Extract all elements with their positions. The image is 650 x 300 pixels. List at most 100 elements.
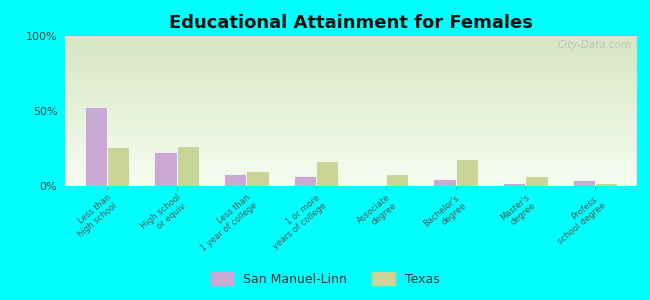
Bar	[573, 180, 595, 186]
Bar	[65, 21, 637, 171]
Bar	[65, 9, 637, 159]
Bar	[595, 183, 617, 186]
Bar	[65, 0, 637, 45]
Bar	[65, 0, 637, 100]
Bar	[84, 106, 107, 186]
Bar	[65, 0, 637, 74]
Bar	[65, 0, 637, 64]
Bar	[525, 176, 548, 186]
Bar	[65, 0, 637, 58]
Bar	[107, 147, 129, 186]
Bar	[65, 0, 637, 38]
Bar	[65, 0, 637, 103]
Bar	[65, 0, 637, 150]
Bar	[65, 0, 637, 56]
Bar	[65, 0, 637, 134]
Bar	[65, 18, 637, 168]
Bar	[65, 0, 637, 76]
Bar	[65, 0, 637, 96]
Bar	[65, 8, 637, 158]
Bar	[65, 34, 637, 184]
Bar	[65, 2, 637, 152]
Bar	[434, 178, 456, 186]
Bar	[65, 0, 637, 129]
Bar	[65, 30, 637, 180]
Bar	[65, 0, 637, 102]
Bar	[65, 0, 637, 147]
Bar	[65, 0, 637, 142]
Bar	[65, 0, 637, 50]
Bar	[65, 0, 637, 128]
Bar	[65, 6, 637, 156]
Bar	[65, 0, 637, 117]
Bar	[65, 0, 637, 42]
Bar	[65, 0, 637, 118]
Bar	[177, 146, 199, 186]
Bar	[65, 0, 637, 52]
Bar	[65, 0, 637, 84]
Bar	[65, 0, 637, 54]
Bar	[154, 152, 177, 186]
Bar	[65, 0, 637, 78]
Bar	[65, 0, 637, 144]
Bar	[65, 0, 637, 138]
Bar	[65, 0, 637, 66]
Bar	[65, 0, 637, 108]
Bar	[65, 15, 637, 165]
Bar	[65, 11, 637, 160]
Bar	[65, 0, 637, 92]
Bar	[65, 0, 637, 98]
Bar	[65, 0, 637, 39]
Bar	[65, 0, 637, 93]
Bar	[65, 22, 637, 172]
Bar	[65, 0, 637, 81]
Bar	[65, 0, 637, 48]
Bar	[65, 12, 637, 162]
Bar	[65, 0, 637, 99]
Bar	[65, 16, 637, 166]
Bar	[65, 0, 637, 110]
Bar	[65, 3, 637, 153]
Bar	[65, 0, 637, 57]
Bar	[65, 26, 637, 175]
Bar	[65, 0, 637, 120]
Title: Educational Attainment for Females: Educational Attainment for Females	[169, 14, 533, 32]
Bar	[65, 0, 637, 112]
Bar	[65, 0, 637, 111]
Bar	[65, 0, 637, 40]
Bar	[65, 0, 637, 123]
Bar	[65, 0, 637, 116]
Bar	[65, 0, 637, 140]
Bar	[65, 0, 637, 46]
Bar	[65, 0, 637, 130]
Bar	[65, 0, 637, 124]
Bar	[65, 32, 637, 182]
Bar	[65, 0, 637, 148]
Bar	[294, 176, 316, 186]
Bar	[65, 0, 637, 44]
Bar	[65, 24, 637, 174]
Bar	[65, 20, 637, 169]
Text: City-Data.com: City-Data.com	[557, 40, 631, 50]
Bar	[65, 0, 637, 105]
Bar	[65, 0, 637, 75]
Bar	[456, 159, 478, 186]
Bar	[65, 0, 637, 146]
Bar	[65, 0, 637, 141]
Legend: San Manuel-Linn, Texas: San Manuel-Linn, Texas	[205, 267, 445, 291]
Bar	[65, 0, 637, 61]
Bar	[65, 0, 637, 60]
Bar	[65, 36, 637, 186]
Bar	[65, 0, 637, 82]
Bar	[65, 0, 637, 51]
Bar	[65, 0, 637, 122]
Bar	[65, 0, 637, 106]
Bar	[65, 27, 637, 177]
Bar	[65, 0, 637, 69]
Bar	[246, 171, 268, 186]
Bar	[65, 0, 637, 135]
Bar	[503, 183, 525, 186]
Bar	[316, 160, 339, 186]
Bar	[65, 0, 637, 85]
Bar	[65, 0, 637, 94]
